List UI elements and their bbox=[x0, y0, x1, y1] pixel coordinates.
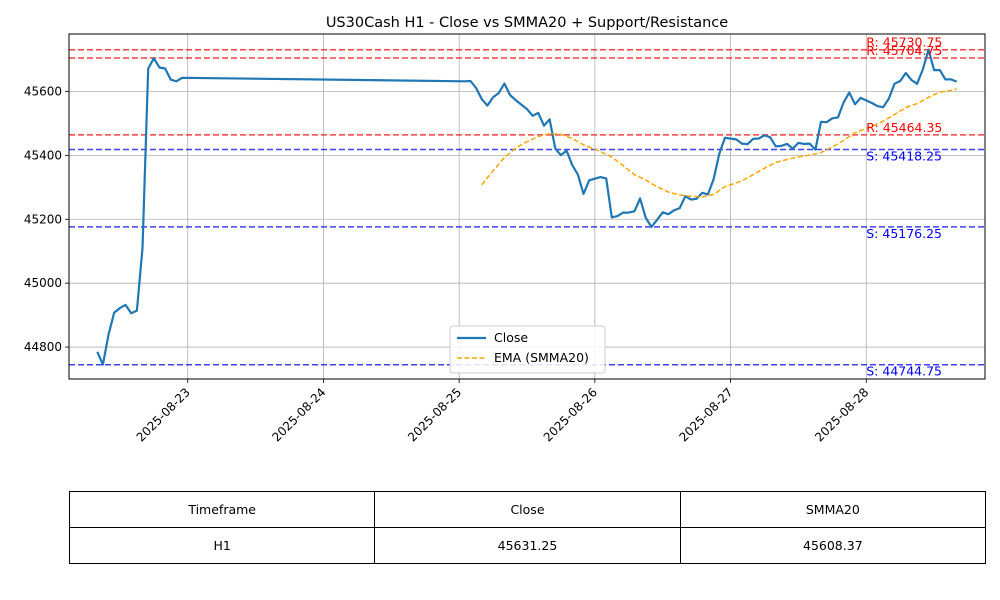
x-tick-label: 2025-08-25 bbox=[405, 385, 464, 444]
y-tick-label: 45200 bbox=[24, 212, 62, 226]
table-header-cell: Close bbox=[374, 491, 681, 528]
legend: Close EMA (SMMA20) bbox=[449, 325, 606, 374]
y-axis: 44800 45000 45200 45400 45600 bbox=[24, 85, 69, 354]
support-label: S: 45176.25 bbox=[866, 226, 942, 241]
resistance-label: R: 45730.75 bbox=[866, 35, 942, 50]
chart-title: US30Cash H1 - Close vs SMMA20 + Support/… bbox=[326, 15, 728, 31]
x-tick-label: 2025-08-26 bbox=[541, 385, 600, 444]
level-labels: R: 45730.75R: 45704.75 R: 45464.35 S: 4541… bbox=[866, 35, 942, 379]
table-header-cell: Timeframe bbox=[68, 491, 376, 528]
legend-close-label: Close bbox=[494, 330, 528, 345]
y-tick-label: 44800 bbox=[24, 340, 62, 354]
smma20-series-line bbox=[481, 88, 957, 198]
table-cell-close: 45631.25 bbox=[374, 527, 681, 564]
y-tick-label: 45600 bbox=[24, 85, 62, 99]
x-tick-label: 2025-08-28 bbox=[812, 385, 871, 444]
summary-table: Timeframe Close SMMA20 H1 45631.25 45608… bbox=[68, 491, 987, 564]
x-tick-label: 2025-08-24 bbox=[269, 385, 328, 444]
close-series-line bbox=[96, 48, 958, 366]
resistance-label: R: 45464.35 bbox=[866, 120, 942, 135]
support-label: S: 44744.75 bbox=[866, 364, 942, 379]
table-header-cell: SMMA20 bbox=[679, 491, 987, 528]
y-tick-label: 45000 bbox=[24, 276, 62, 290]
x-tick-label: 2025-08-27 bbox=[676, 385, 735, 444]
y-tick-label: 45400 bbox=[24, 148, 62, 162]
chart: US30Cash H1 - Close vs SMMA20 + Support/… bbox=[24, 15, 986, 444]
table-cell-smma20: 45608.37 bbox=[679, 527, 987, 564]
x-tick-label: 2025-08-23 bbox=[134, 385, 193, 444]
plot-frame bbox=[68, 33, 986, 380]
table-row: H1 45631.25 45608.37 bbox=[68, 527, 987, 564]
legend-frame bbox=[449, 325, 606, 374]
legend-smma-label: EMA (SMMA20) bbox=[494, 350, 589, 365]
table-header-row: Timeframe Close SMMA20 bbox=[68, 491, 987, 528]
support-label: S: 45418.25 bbox=[866, 149, 942, 164]
x-axis: 2025-08-23 2025-08-24 2025-08-25 2025-08-26… bbox=[134, 379, 871, 444]
table-cell-timeframe: H1 bbox=[68, 527, 376, 564]
resistance-label: R: 45704.75 bbox=[866, 43, 942, 58]
series bbox=[96, 48, 958, 366]
